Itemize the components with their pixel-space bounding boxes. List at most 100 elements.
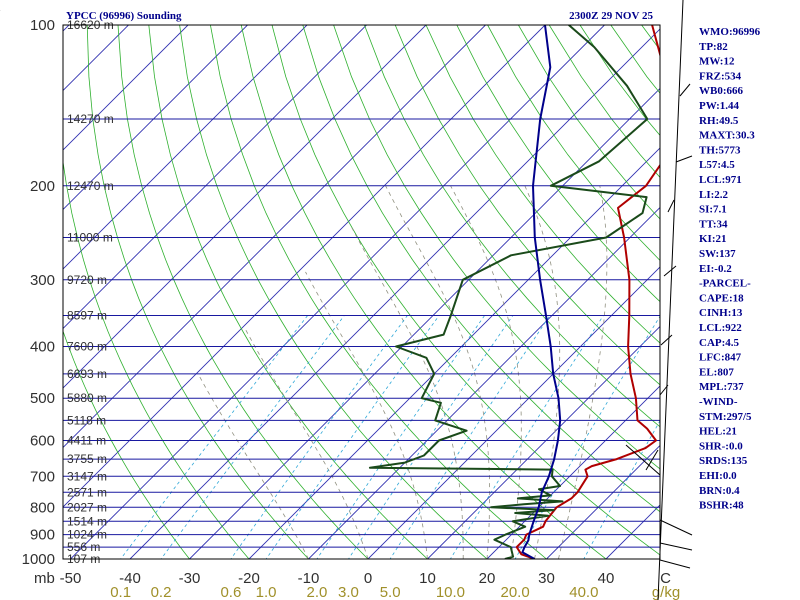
wind-barb (625, 444, 661, 476)
isotherm (63, 25, 486, 449)
pressure-label: 500 (30, 390, 55, 407)
height-label: 1024 m (67, 528, 107, 542)
index-item: EHI:0.0 (699, 470, 737, 482)
dewpoint-trace (368, 25, 649, 559)
index-item: EI:-0.2 (699, 263, 732, 275)
isotherm (70, 25, 605, 559)
pressure-label: 600 (30, 433, 55, 450)
index-item: MPL:737 (699, 381, 744, 393)
wind-barb (663, 265, 677, 277)
dry-adiabat (333, 25, 660, 470)
index-item: -PARCEL- (699, 278, 751, 290)
temperature-tick-label: -40 (119, 570, 141, 587)
height-label: 11000 m (67, 230, 113, 244)
dry-adiabat (394, 25, 660, 386)
pressure-unit-label: mb (34, 570, 55, 587)
height-label: 8597 m (67, 309, 107, 323)
temperature-tick-label: 40 (598, 570, 615, 587)
dry-adiabat (148, 25, 429, 559)
wind-barb (675, 155, 693, 163)
mixing-ratio-line (160, 315, 345, 559)
index-item: BSHR:48 (699, 500, 744, 512)
dry-adiabat (179, 25, 488, 559)
index-item: TT:34 (699, 218, 728, 230)
index-item: LCL:922 (699, 322, 742, 334)
mixing-ratio-tick-label: 1.0 (256, 584, 277, 600)
height-label: 9720 m (67, 273, 107, 287)
temperature-tick-label: -30 (179, 570, 201, 587)
temperature-tick-label: 30 (538, 570, 555, 587)
index-item: -WIND- (699, 396, 738, 408)
wind-barb (659, 519, 693, 536)
temperature-tick-label: 10 (419, 570, 436, 587)
station-title: YPCC (96996) Sounding (66, 10, 182, 22)
isotherm (63, 25, 189, 151)
dry-adiabat (117, 25, 369, 559)
height-label: 2571 m (67, 485, 107, 499)
mixing-ratio-tick-label: 2.0 (307, 584, 328, 600)
height-label: 6693 m (67, 367, 107, 381)
index-item: CAPE:18 (699, 292, 744, 304)
height-label: 5880 m (67, 391, 107, 405)
dry-adiabat (271, 25, 660, 556)
index-item: LFC:847 (699, 352, 742, 364)
mixing-ratio-unit-label: g/kg (652, 584, 680, 600)
barb-staff (657, 0, 684, 600)
sounding-traces (368, 25, 660, 559)
index-item: BRN:0.4 (699, 485, 740, 497)
wind-barbs (0, 0, 693, 600)
mixing-ratio-tick-label: 40.0 (569, 584, 598, 600)
dry-adiabat (456, 25, 660, 303)
dry-adiabat (86, 25, 310, 559)
isotherm (486, 385, 660, 559)
dry-adiabat (364, 25, 660, 428)
index-item: TP:82 (699, 41, 728, 53)
index-item: KI:21 (699, 233, 727, 245)
moist-adiabat (385, 185, 491, 559)
pressure-label: 300 (30, 272, 55, 289)
index-item: CAP:4.5 (699, 337, 740, 349)
wind-barb (667, 199, 675, 213)
isotherm (129, 28, 660, 559)
isotherm (63, 25, 248, 211)
height-label: 4411 m (67, 434, 106, 448)
index-item: STM:297/5 (699, 411, 752, 423)
index-item: PW:1.44 (699, 100, 740, 112)
mixing-ratio-tick-label: 5.0 (380, 584, 401, 600)
index-item: SHR-:0.0 (699, 440, 743, 452)
mixing-ratio-tick-label: 0.6 (220, 584, 241, 600)
pressure-label: 800 (30, 499, 55, 516)
index-item: MW:12 (699, 56, 735, 68)
moist-adiabat (197, 373, 309, 559)
temperature-tick-label: -50 (60, 570, 82, 587)
moist-adiabat (351, 227, 464, 559)
temperature-tick-label: -20 (238, 570, 260, 587)
index-item: SW:137 (699, 248, 736, 260)
dry-adiabat (487, 25, 660, 261)
isobars (63, 24, 660, 560)
mixing-ratio-tick-label: 20.0 (500, 584, 529, 600)
pressure-label: 900 (30, 527, 55, 544)
wind-barb (679, 83, 691, 97)
isotherm (63, 25, 308, 270)
wind-barb (659, 542, 693, 551)
index-item: FRZ:534 (699, 70, 742, 82)
stability-indices: WMO:96996 TP:82 MW:12 FRZ:534 WB0:666 PW:1.44… (699, 26, 761, 512)
dry-adiabat (302, 25, 660, 513)
height-label: 5118 m (67, 413, 106, 427)
index-item: LI:2.2 (699, 189, 729, 201)
index-item: CINH:13 (699, 307, 743, 319)
temperature-tick-label: -10 (298, 570, 320, 587)
dry-adiabat (210, 25, 548, 559)
temperature-trace (515, 25, 660, 559)
isotherm (63, 25, 367, 330)
mixing-ratio-line (348, 315, 514, 559)
isotherm (63, 25, 427, 389)
observation-time: 2300Z 29 NOV 25 (569, 10, 653, 22)
pressure-label: 100 (30, 17, 55, 34)
height-label: 3755 m (67, 452, 107, 466)
height-label: 2027 m (67, 500, 107, 514)
isotherm (546, 444, 660, 559)
wind-barb (659, 559, 691, 569)
mixing-ratio-tick-label: 3.0 (338, 584, 359, 600)
